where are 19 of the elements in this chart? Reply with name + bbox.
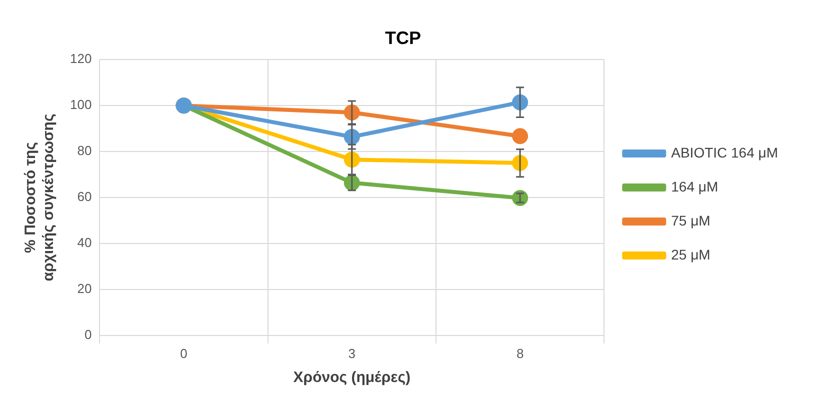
y-tick-label: 0 <box>84 326 92 342</box>
point <box>512 128 528 144</box>
legend-label: 25 μM <box>671 246 710 262</box>
chart-title: TCP <box>385 28 421 48</box>
legend-label: 75 μM <box>671 212 710 228</box>
y-tick-label: 80 <box>77 143 92 158</box>
y-tick-label: 20 <box>77 281 92 296</box>
legend-label: 164 μM <box>671 178 718 194</box>
y-axis-title: % Ποσοστό της αρχικής συγκέντρωσης <box>22 114 58 282</box>
x-axis-title: Χρόνος (ημέρες) <box>293 369 411 386</box>
y-tick-label: 40 <box>77 235 92 250</box>
legend-label: ABIOTIC 164 μM <box>671 144 778 160</box>
x-tick-label: 8 <box>516 346 524 361</box>
point <box>512 190 528 206</box>
y-tick-label: 100 <box>70 97 92 112</box>
y-tick-label: 60 <box>77 189 92 204</box>
y-tick-label: 120 <box>70 51 92 66</box>
x-tick-label: 0 <box>180 346 188 361</box>
x-tick-label: 3 <box>348 346 356 361</box>
